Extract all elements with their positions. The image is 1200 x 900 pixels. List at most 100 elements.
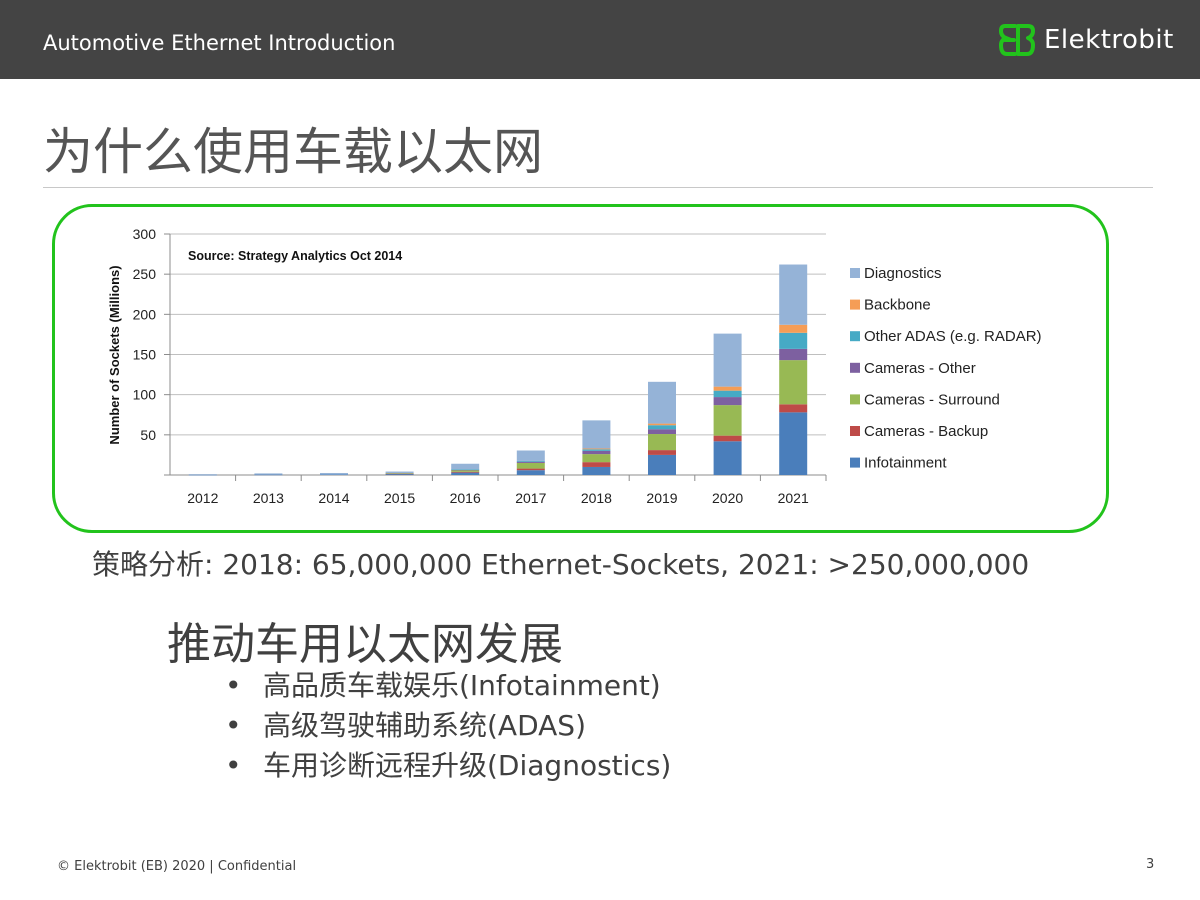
chart-annotation: Source: Strategy Analytics Oct 2014 [188,249,402,263]
header-bar: Automotive Ethernet Introduction Elektro… [0,0,1200,79]
bar-segment [451,472,480,475]
logo-wordmark: Elektrobit [1044,25,1174,55]
bullet-marker: • [225,749,242,782]
y-tick-label: 50 [140,427,156,443]
legend-swatch [850,362,860,373]
market-caption: 策略分析: 2018: 65,000,000 Ethernet-Sockets,… [92,548,1030,581]
bar-segment [779,332,808,349]
section-subheading: 推动车用以太网发展 [167,619,563,670]
bar-segment [451,463,480,470]
bar-segment [385,471,414,474]
bullet-marker: • [225,709,242,742]
legend-label: Cameras - Surround [864,391,1000,408]
bar-segment [516,468,545,471]
legend-label: Cameras - Other [864,360,976,377]
legend-swatch [850,426,860,436]
y-tick-label: 150 [133,347,157,363]
eb-logo-icon [998,24,1035,56]
bar-segment [516,470,545,475]
x-tick-label: 2017 [515,490,546,506]
bar-segment [713,435,742,442]
bullet-marker: • [225,669,242,702]
bar-segment [188,474,217,476]
bar-segment [648,429,676,435]
bar-segment [451,469,480,471]
bar-segment [451,471,480,473]
bar-segment [648,434,676,451]
y-axis-label: Number of Sockets (Millions) [107,265,122,444]
bar-segment [188,474,217,475]
bullet-item: • 车用诊断远程升级(Diagnostics) [225,746,671,786]
bar-segment [648,454,676,475]
legend-label: Cameras - Backup [864,423,988,440]
bullet-item: • 高品质车载娱乐(Infotainment) [225,666,671,706]
y-tick-label: 250 [133,266,157,282]
bar-segment [582,449,611,451]
x-tick-label: 2019 [646,490,677,506]
bullet-list: • 高品质车载娱乐(Infotainment) • 高级驾驶辅助系统(ADAS) •… [225,666,671,786]
bar-segment [779,324,808,333]
bar-segment [582,450,611,455]
x-tick-label: 2015 [384,490,415,506]
bar-segment [516,461,545,463]
x-tick-label: 2014 [318,490,349,506]
bar-segment [779,360,808,405]
bar-segment [648,425,676,430]
x-tick-label: 2016 [450,490,481,506]
chart-frame: 50 100 150 200 250 300 2012 2013 2014 2015 2016 201… [52,204,1109,533]
bar-segment [582,462,611,467]
bar-segment [451,470,480,472]
title-divider [43,187,1153,188]
legend-label: Infotainment [864,455,947,472]
legend-swatch [850,268,860,278]
bar-segment [582,466,611,475]
bar-segment [779,264,808,325]
bar-segment [385,473,414,474]
bar-segment [582,420,611,449]
bar-segment [713,333,742,387]
bar-segment [254,474,283,476]
y-tick-label: 300 [133,226,157,242]
document-title: Automotive Ethernet Introduction [43,31,396,55]
bar-segment [713,441,742,475]
bar-segment [648,423,676,426]
bullet-text: 车用诊断远程升级(Diagnostics) [263,749,672,782]
legend-label: Diagnostics [864,265,942,282]
x-tick-label: 2012 [187,490,218,506]
bar-segment [713,390,742,398]
x-tick-label: 2020 [712,490,743,506]
x-tick-label: 2018 [581,490,612,506]
bar-segment [713,405,742,436]
page-number: 3 [1146,857,1155,872]
stacked-bar-chart: 50 100 150 200 250 300 2012 2013 2014 2015 2016 201… [107,226,1042,506]
bar-segment [648,450,676,455]
bar-segment [779,412,808,475]
bullet-item: • 高级驾驶辅助系统(ADAS) [225,706,671,746]
slide-title: 为什么使用车载以太网 [43,123,543,181]
legend-label: Backbone [864,297,931,314]
elektrobit-logo: Elektrobit [998,20,1174,60]
bar-segment [582,448,611,450]
bar-segment [779,348,808,361]
legend-label: Other ADAS (e.g. RADAR) [864,328,1042,345]
legend-swatch [850,457,860,468]
bar-segment [385,473,414,475]
bar-segment [320,472,348,475]
bar-segment [582,454,611,463]
footer-copyright: © Elektrobit (EB) 2020 | Confidential [57,859,297,874]
y-tick-label: 200 [133,306,157,322]
legend-swatch [850,394,860,405]
bar-segment [254,473,283,475]
legend-swatch [850,299,860,310]
bar-segment [648,381,676,424]
bar-segment [516,462,545,469]
x-tick-label: 2013 [253,490,284,506]
y-tick-label: 100 [133,387,157,403]
bar-segment [779,404,808,413]
bar-segment [451,469,480,470]
bullet-text: 高级驾驶辅助系统(ADAS) [263,709,586,742]
bullet-text: 高品质车载娱乐(Infotainment) [263,669,661,702]
x-tick-label: 2021 [778,490,809,506]
bar-segment [713,397,742,406]
legend-swatch [850,331,860,342]
